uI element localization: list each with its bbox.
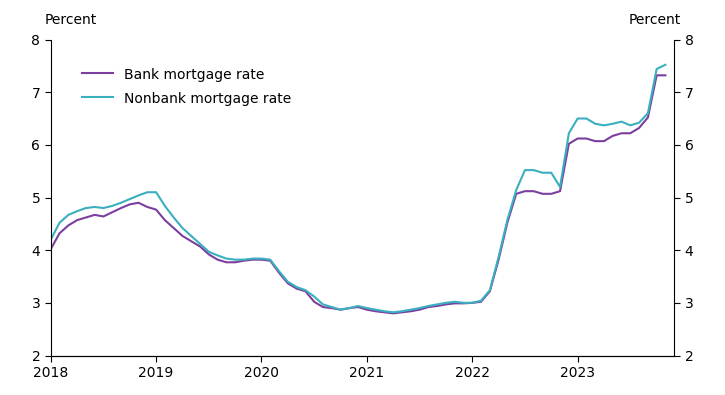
Bank mortgage rate — [134, 200, 143, 205]
Bank mortgage rate — [652, 73, 661, 78]
Nonbank mortgage rate — [424, 304, 433, 308]
Legend: Bank mortgage rate, Nonbank mortgage rate: Bank mortgage rate, Nonbank mortgage rat… — [76, 62, 297, 111]
Text: Percent: Percent — [44, 13, 96, 27]
Nonbank mortgage rate — [46, 237, 55, 242]
Nonbank mortgage rate — [222, 256, 231, 261]
Nonbank mortgage rate — [64, 213, 72, 217]
Nonbank mortgage rate — [345, 306, 354, 310]
Bank mortgage rate — [634, 126, 643, 130]
Bank mortgage rate — [424, 305, 433, 309]
Line: Bank mortgage rate: Bank mortgage rate — [51, 75, 666, 313]
Bank mortgage rate — [608, 134, 617, 138]
Text: Percent: Percent — [629, 13, 681, 27]
Bank mortgage rate — [661, 73, 670, 78]
Bank mortgage rate — [46, 247, 55, 252]
Line: Nonbank mortgage rate: Nonbank mortgage rate — [51, 65, 666, 312]
Nonbank mortgage rate — [661, 62, 670, 67]
Nonbank mortgage rate — [521, 168, 529, 173]
Bank mortgage rate — [345, 306, 354, 310]
Nonbank mortgage rate — [389, 310, 397, 315]
Nonbank mortgage rate — [634, 120, 643, 125]
Bank mortgage rate — [64, 223, 72, 228]
Bank mortgage rate — [389, 311, 397, 316]
